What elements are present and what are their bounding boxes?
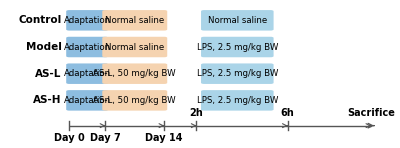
Text: Adaptation: Adaptation [64,42,111,52]
Text: 2h: 2h [190,108,203,118]
Text: Sacrifice: Sacrifice [347,108,395,118]
FancyBboxPatch shape [201,63,274,84]
Text: AS-L, 50 mg/kg BW: AS-L, 50 mg/kg BW [94,96,176,105]
FancyBboxPatch shape [201,37,274,57]
FancyBboxPatch shape [102,10,167,31]
Text: AS-L, 50 mg/kg BW: AS-L, 50 mg/kg BW [94,69,176,78]
Text: LPS, 2.5 mg/kg BW: LPS, 2.5 mg/kg BW [197,42,278,52]
Text: Adaptation: Adaptation [64,96,111,105]
FancyBboxPatch shape [102,37,167,57]
Text: Day 0: Day 0 [54,133,85,143]
Text: Day 14: Day 14 [146,133,183,143]
FancyBboxPatch shape [66,10,108,31]
Text: Normal saline: Normal saline [105,16,164,25]
FancyBboxPatch shape [102,90,167,111]
FancyBboxPatch shape [66,90,108,111]
Text: AS-L: AS-L [35,69,62,79]
Text: Adaptation: Adaptation [64,69,111,78]
FancyBboxPatch shape [201,90,274,111]
Text: Control: Control [18,15,62,25]
FancyBboxPatch shape [66,37,108,57]
Text: LPS, 2.5 mg/kg BW: LPS, 2.5 mg/kg BW [197,96,278,105]
Text: LPS, 2.5 mg/kg BW: LPS, 2.5 mg/kg BW [197,69,278,78]
Text: Adaptation: Adaptation [64,16,111,25]
FancyBboxPatch shape [102,63,167,84]
Text: Model: Model [26,42,62,52]
Text: 6h: 6h [281,108,294,118]
Text: Day 7: Day 7 [90,133,121,143]
Text: Normal saline: Normal saline [105,42,164,52]
Text: Normal saline: Normal saline [208,16,267,25]
FancyBboxPatch shape [201,10,274,31]
Text: AS-H: AS-H [33,95,62,105]
FancyBboxPatch shape [66,63,108,84]
